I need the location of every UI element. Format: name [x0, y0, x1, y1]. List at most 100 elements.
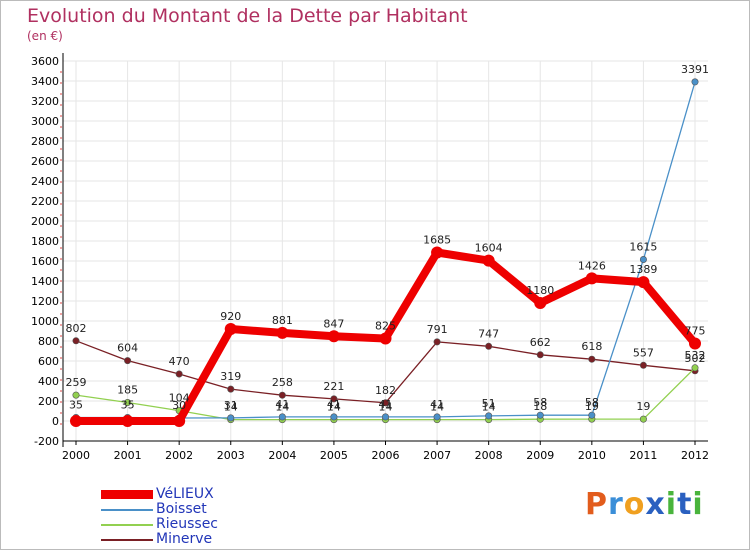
data-label-minerve: 502	[685, 352, 706, 365]
data-label-minerve: 618	[581, 340, 602, 353]
data-label-rieussec: 19	[636, 400, 650, 413]
x-tick-label: 2005	[320, 449, 348, 462]
data-point-minerve	[330, 395, 338, 403]
data-label-rieussec: 19	[585, 400, 599, 413]
y-tick-label: 2400	[31, 175, 59, 188]
data-point-minerve	[227, 385, 235, 393]
x-tick-label: 2011	[629, 449, 657, 462]
y-tick-label: 2200	[31, 195, 59, 208]
legend-label: Minerve	[156, 531, 213, 547]
x-tick-label: 2001	[114, 449, 142, 462]
x-tick-label: 2006	[372, 449, 400, 462]
data-point-boisset	[227, 414, 235, 422]
data-point-boisset	[639, 256, 647, 264]
logo-letter: i	[692, 487, 704, 522]
y-tick-label: 200	[38, 395, 59, 408]
y-tick-label: -200	[34, 435, 59, 448]
y-tick-label: 800	[38, 335, 59, 348]
data-point-minerve	[278, 391, 286, 399]
data-label-v-lieux: 1604	[475, 242, 503, 255]
data-label-boisset: 58	[585, 396, 599, 409]
data-point-minerve	[485, 342, 493, 350]
x-tick-label: 2010	[578, 449, 606, 462]
data-point-v-lieux	[689, 337, 701, 350]
data-label-boisset: 41	[327, 398, 341, 411]
data-point-boisset	[381, 413, 389, 421]
data-point-v-lieux	[224, 323, 237, 335]
data-label-rieussec: 14	[482, 401, 496, 414]
data-point-v-lieux	[379, 332, 392, 345]
data-point-boisset	[278, 413, 286, 421]
grid-lines	[63, 60, 708, 442]
data-label-boisset: 30	[172, 399, 186, 412]
data-point-v-lieux	[276, 326, 289, 339]
data-label-rieussec: 259	[66, 376, 87, 389]
data-label-rieussec: 18	[533, 400, 547, 413]
data-point-boisset	[485, 412, 493, 420]
x-tick-label: 2008	[475, 449, 503, 462]
data-label-v-lieux: 1180	[526, 284, 554, 297]
axes	[60, 53, 708, 447]
legend-label: Rieussec	[156, 516, 219, 532]
y-tick-label: 1000	[31, 315, 59, 328]
data-label-v-lieux: 825	[375, 320, 396, 333]
data-point-rieussec	[691, 364, 699, 372]
data-point-rieussec	[639, 415, 647, 423]
y-tick-label: 2000	[31, 215, 59, 228]
data-label-rieussec: 14	[430, 401, 444, 414]
data-label-boisset: 41	[430, 398, 444, 411]
data-label-v-lieux: 920	[220, 310, 241, 323]
y-tick-label: 0	[52, 415, 59, 428]
data-label-minerve: 791	[427, 323, 448, 336]
data-label-rieussec: 104	[169, 392, 190, 405]
y-axis-ticks: -200 0 200 400 600 800 1000 1200 1400 1600 1800 200…	[31, 55, 59, 448]
y-tick-label: 600	[38, 355, 59, 368]
x-tick-label: 2000	[62, 449, 90, 462]
data-label-boisset: 51	[482, 397, 496, 410]
legend-swatch	[101, 539, 153, 541]
data-label-v-lieux: 881	[272, 314, 293, 327]
data-point-boisset	[691, 78, 699, 86]
y-tick-label: 3400	[31, 75, 59, 88]
y-tick-label: 400	[38, 375, 59, 388]
chart-title: Evolution du Montant de la Dette par Hab…	[27, 5, 468, 27]
data-point-minerve	[175, 370, 183, 378]
data-label-boisset: 35	[121, 399, 135, 412]
y-tick-label: 3600	[31, 55, 59, 68]
data-label-minerve: 557	[633, 346, 654, 359]
data-point-minerve	[536, 351, 544, 359]
series-group	[70, 78, 701, 427]
y-tick-label: 2600	[31, 155, 59, 168]
data-label-minerve: 319	[220, 370, 241, 383]
y-tick-label: 1600	[31, 255, 59, 268]
data-label-rieussec: 14	[275, 401, 289, 414]
logo-letter: i	[665, 487, 678, 522]
data-point-v-lieux	[121, 415, 134, 427]
data-point-v-lieux	[173, 415, 186, 427]
data-labels: 802 604 470 319 258 221 182 791 747 662 618 557 502 2…	[66, 63, 710, 414]
proxiti-logo: Proxiti	[585, 487, 704, 522]
data-label-rieussec: 14	[379, 401, 393, 414]
y-tick-label: 3200	[31, 95, 59, 108]
data-point-v-lieux	[637, 276, 650, 289]
data-point-v-lieux	[482, 254, 495, 267]
data-label-minerve: 747	[478, 327, 499, 340]
y-tick-label: 1800	[31, 235, 59, 248]
data-point-v-lieux	[534, 297, 547, 309]
data-label-v-lieux: 775	[685, 325, 706, 338]
data-label-v-lieux: 847	[323, 317, 344, 330]
data-point-minerve	[588, 355, 596, 363]
logo-letter: t	[677, 487, 693, 522]
logo-letter: o	[623, 487, 646, 522]
data-label-boisset: 1615	[629, 241, 657, 254]
data-point-boisset	[433, 413, 441, 421]
legend-label: Boisset	[156, 501, 207, 517]
legend-label: VéLIEUX	[156, 486, 214, 502]
data-label-minerve: 221	[323, 380, 344, 393]
data-label-v-lieux: 1426	[578, 259, 606, 272]
x-tick-label: 2009	[526, 449, 554, 462]
data-label-boisset: 41	[379, 398, 393, 411]
data-point-minerve	[639, 361, 647, 369]
data-label-boisset: 31	[224, 399, 238, 412]
